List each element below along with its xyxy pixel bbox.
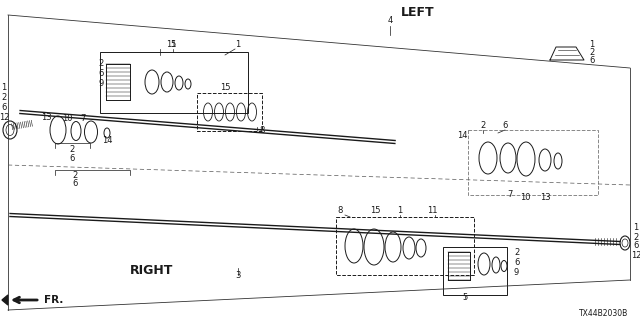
Text: 1: 1 [1, 84, 6, 92]
Bar [336, 217, 474, 275]
Text: 8: 8 [337, 206, 342, 215]
Text: 8: 8 [259, 126, 265, 135]
Text: 2: 2 [99, 59, 104, 68]
Text: 13: 13 [540, 193, 550, 202]
Text: 5: 5 [170, 40, 175, 49]
Text: 7: 7 [80, 114, 86, 123]
Text: 6: 6 [589, 56, 595, 65]
Text: TX44B2030B: TX44B2030B [579, 308, 628, 317]
Text: 4: 4 [387, 16, 392, 25]
Text: 7: 7 [508, 190, 513, 199]
Text: 14: 14 [102, 136, 112, 145]
Text: 1: 1 [634, 223, 639, 233]
Bar [100, 52, 248, 113]
Text: 5: 5 [462, 293, 468, 302]
Polygon shape [2, 295, 8, 305]
Bar [468, 130, 598, 195]
Text: 6: 6 [634, 242, 639, 251]
Text: 15: 15 [370, 206, 380, 215]
Text: 11: 11 [427, 206, 437, 215]
Text: 2: 2 [589, 48, 595, 57]
Text: 9: 9 [514, 268, 519, 277]
Text: 12: 12 [0, 114, 9, 123]
Text: 10: 10 [61, 114, 72, 123]
Text: 13: 13 [41, 113, 51, 122]
Text: 12: 12 [631, 251, 640, 260]
Text: 2: 2 [514, 248, 519, 257]
Text: 2: 2 [634, 233, 639, 242]
Text: 6: 6 [502, 121, 508, 130]
Text: 6: 6 [1, 103, 6, 113]
Text: 3: 3 [236, 271, 241, 280]
Text: 1: 1 [236, 40, 241, 49]
Text: 2: 2 [69, 145, 75, 154]
Text: 14: 14 [458, 131, 468, 140]
Text: 1: 1 [589, 40, 595, 49]
Text: 6: 6 [72, 179, 77, 188]
Text: RIGHT: RIGHT [131, 263, 173, 276]
Text: 6: 6 [69, 154, 75, 163]
Text: 15: 15 [220, 83, 230, 92]
Text: 10: 10 [520, 193, 531, 202]
Text: 6: 6 [99, 69, 104, 78]
Text: 9: 9 [99, 79, 104, 88]
Text: 11: 11 [166, 40, 176, 49]
Text: LEFT: LEFT [401, 5, 435, 19]
Text: FR.: FR. [44, 295, 63, 305]
Text: 1: 1 [397, 206, 403, 215]
Text: 2: 2 [72, 171, 77, 180]
Bar [443, 247, 507, 295]
Text: 6: 6 [514, 258, 520, 267]
Text: 2: 2 [1, 93, 6, 102]
Text: 2: 2 [481, 121, 486, 130]
